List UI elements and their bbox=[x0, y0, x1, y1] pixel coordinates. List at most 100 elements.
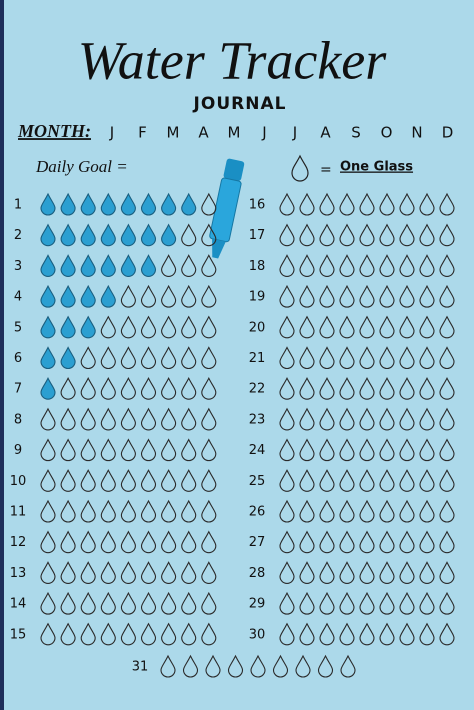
drop-filled bbox=[40, 223, 56, 247]
drop-empty bbox=[181, 284, 197, 308]
drop-empty bbox=[140, 376, 157, 400]
drop-filled bbox=[40, 284, 56, 308]
drop-empty bbox=[419, 561, 435, 584]
drop-empty bbox=[140, 499, 157, 523]
drop-empty bbox=[100, 499, 116, 523]
drop-empty bbox=[80, 346, 96, 370]
drop-empty bbox=[359, 530, 375, 554]
drop-empty bbox=[299, 284, 315, 308]
drop-empty bbox=[299, 622, 315, 646]
drop-empty bbox=[439, 469, 455, 492]
drop-empty bbox=[379, 591, 395, 615]
drop-empty bbox=[120, 499, 136, 523]
drop-empty bbox=[201, 407, 217, 431]
day-number: 11 bbox=[10, 505, 27, 520]
drop-empty bbox=[317, 654, 334, 678]
drop-empty bbox=[279, 499, 295, 523]
drop-empty bbox=[439, 284, 455, 308]
drop-filled bbox=[120, 254, 136, 277]
drop-empty bbox=[100, 530, 116, 554]
drop-empty bbox=[299, 591, 315, 615]
drop-empty bbox=[201, 591, 217, 615]
glass-icon bbox=[291, 154, 309, 182]
drop-empty bbox=[182, 654, 199, 678]
drop-filled bbox=[40, 346, 56, 370]
drop-empty bbox=[339, 315, 355, 339]
drop-empty bbox=[399, 284, 415, 308]
drop-empty bbox=[181, 591, 197, 615]
drop-empty bbox=[319, 591, 335, 615]
border bbox=[0, 0, 4, 710]
drop-empty bbox=[399, 407, 415, 431]
drop-empty bbox=[439, 591, 455, 615]
day-number: 17 bbox=[249, 228, 266, 243]
drop-empty bbox=[120, 346, 136, 370]
drop-filled bbox=[181, 192, 197, 216]
drop-empty bbox=[279, 284, 295, 308]
drop-empty bbox=[140, 315, 157, 339]
drop-empty bbox=[279, 254, 295, 277]
drop-empty bbox=[140, 346, 157, 370]
drop-empty bbox=[319, 192, 335, 216]
day-number: 8 bbox=[14, 412, 22, 427]
drop-empty bbox=[279, 223, 295, 247]
day-number: 2 bbox=[14, 228, 22, 243]
drop-empty bbox=[80, 530, 96, 554]
drop-empty bbox=[419, 499, 435, 523]
drop-empty bbox=[299, 254, 315, 277]
drop-empty bbox=[201, 530, 217, 554]
drop-empty bbox=[359, 346, 375, 370]
drop-empty bbox=[340, 654, 356, 678]
drop-empty bbox=[80, 591, 96, 615]
drop-empty bbox=[319, 223, 335, 247]
month-letter: M bbox=[167, 124, 180, 142]
drop-empty bbox=[339, 561, 355, 584]
drop-empty bbox=[40, 561, 56, 584]
drop-empty bbox=[161, 407, 177, 431]
drop-empty bbox=[399, 438, 415, 462]
day-number: 12 bbox=[10, 535, 27, 550]
drop-filled bbox=[140, 223, 157, 247]
drop-empty bbox=[339, 469, 355, 492]
drop-empty bbox=[359, 469, 375, 492]
goal-label: Daily Goal = bbox=[35, 157, 128, 176]
drop-filled bbox=[80, 192, 96, 216]
drop-filled bbox=[120, 192, 136, 216]
drop-empty bbox=[40, 622, 56, 646]
day-number: 14 bbox=[10, 597, 27, 612]
drop-empty bbox=[419, 315, 435, 339]
drop-empty bbox=[161, 469, 177, 492]
drop-empty bbox=[359, 561, 375, 584]
day-number: 24 bbox=[249, 443, 266, 458]
drop-empty bbox=[201, 223, 217, 247]
drop-empty bbox=[181, 376, 197, 400]
drop-empty bbox=[100, 469, 116, 492]
drop-empty bbox=[439, 223, 455, 247]
drop-empty bbox=[379, 315, 395, 339]
drop-filled bbox=[80, 315, 96, 339]
drop-empty bbox=[60, 591, 76, 615]
drop-empty bbox=[419, 223, 435, 247]
drop-empty bbox=[120, 561, 136, 584]
drop-filled bbox=[100, 284, 116, 308]
day-number: 18 bbox=[249, 259, 266, 274]
drop-empty bbox=[299, 223, 315, 247]
drop-empty bbox=[319, 499, 335, 523]
drop-empty bbox=[140, 284, 157, 308]
drop-empty bbox=[419, 530, 435, 554]
day-number: 29 bbox=[249, 597, 266, 612]
drop-empty bbox=[279, 530, 295, 554]
drop-empty bbox=[40, 591, 56, 615]
drop-empty bbox=[419, 376, 435, 400]
month-letter: J bbox=[109, 124, 114, 142]
drop-filled bbox=[140, 254, 157, 277]
drop-empty bbox=[419, 622, 435, 646]
drop-empty bbox=[161, 530, 177, 554]
drop-empty bbox=[120, 315, 136, 339]
drop-empty bbox=[120, 591, 136, 615]
day-number: 28 bbox=[249, 566, 266, 581]
drop-empty bbox=[279, 591, 295, 615]
drop-empty bbox=[160, 654, 176, 678]
drop-filled bbox=[40, 192, 56, 216]
drop-empty bbox=[140, 561, 157, 584]
